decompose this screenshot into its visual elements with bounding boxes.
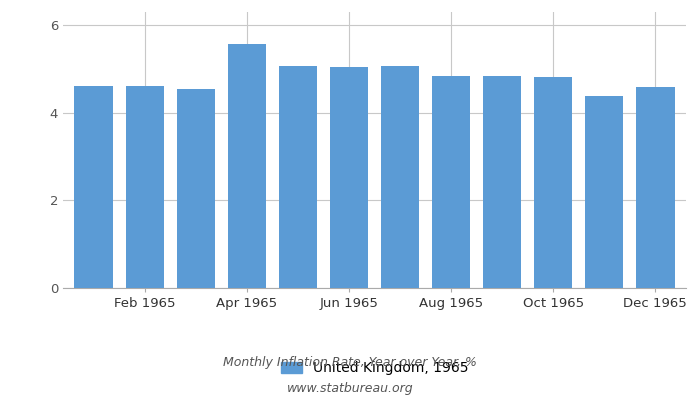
Bar xyxy=(279,66,317,288)
Bar xyxy=(125,86,164,288)
Legend: United Kingdom, 1965: United Kingdom, 1965 xyxy=(275,356,474,381)
Bar xyxy=(176,89,215,288)
Bar xyxy=(432,76,470,288)
Text: www.statbureau.org: www.statbureau.org xyxy=(287,382,413,395)
Bar xyxy=(534,77,573,288)
Bar xyxy=(636,87,675,288)
Bar xyxy=(74,86,113,288)
Bar xyxy=(381,66,419,288)
Bar xyxy=(483,76,522,288)
Bar xyxy=(330,67,368,288)
Bar xyxy=(228,44,266,288)
Bar xyxy=(585,96,624,288)
Text: Monthly Inflation Rate, Year over Year, %: Monthly Inflation Rate, Year over Year, … xyxy=(223,356,477,369)
